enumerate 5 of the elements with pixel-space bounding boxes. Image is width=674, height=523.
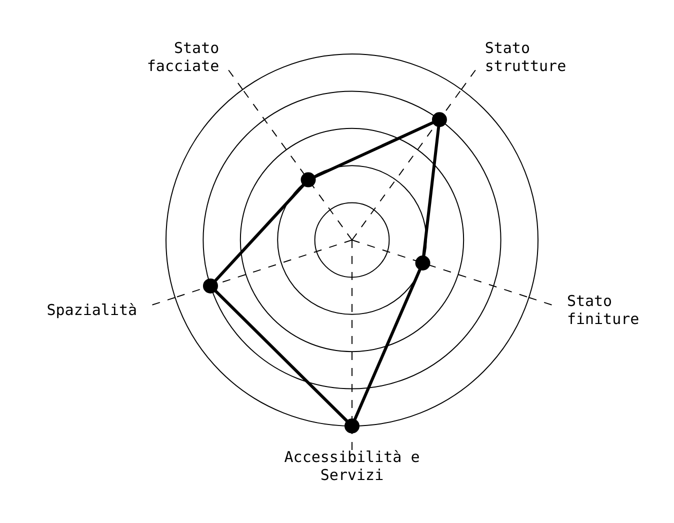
spoke-label: Spazialità	[46, 300, 138, 319]
spoke-label: Stato strutture	[484, 39, 566, 76]
spoke-label: Stato facciate	[146, 39, 220, 76]
spoke-label: Stato finiture	[566, 292, 640, 328]
spoke-label: Accessibilità e Servizi	[284, 448, 420, 484]
